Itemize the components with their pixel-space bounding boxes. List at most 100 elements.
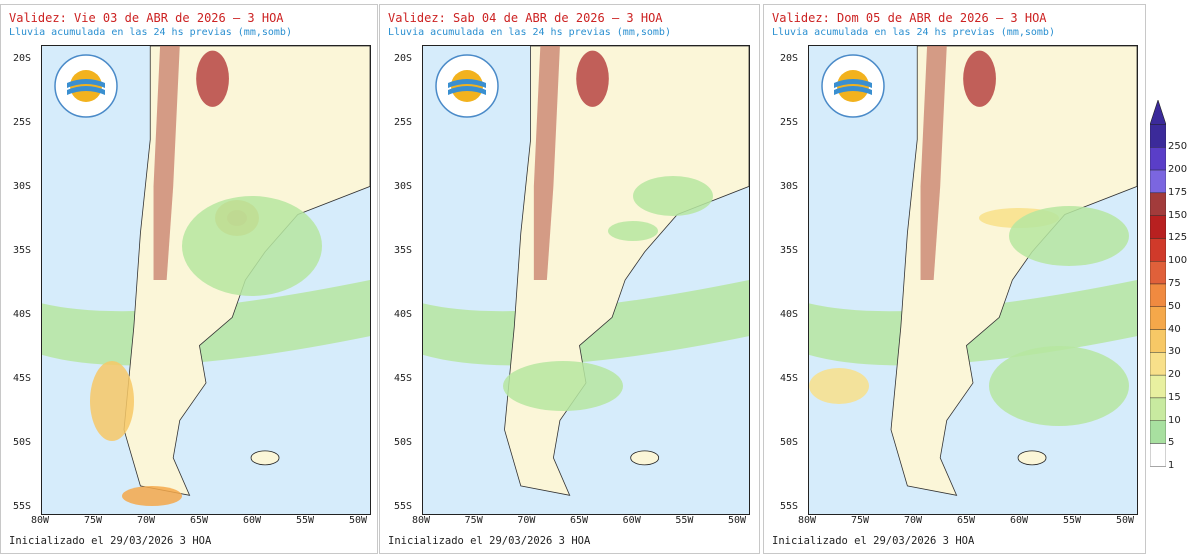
colorbar-swatch <box>1149 215 1167 239</box>
colorbar-swatch <box>1149 261 1167 285</box>
colorbar-label: 75 <box>1168 277 1181 289</box>
latitude-label: 45S <box>13 373 32 384</box>
longitude-label: 70W <box>137 515 156 526</box>
longitude-label: 60W <box>1010 515 1029 526</box>
longitude-label: 75W <box>84 515 103 526</box>
longitude-label: 75W <box>851 515 870 526</box>
latitude-label: 20S <box>780 53 799 64</box>
longitude-label: 65W <box>570 515 589 526</box>
init-time-label: Inicializado el 29/03/2026 3 HOA <box>9 535 212 547</box>
smn-logo <box>434 53 500 123</box>
latitude-label: 25S <box>13 117 32 128</box>
latitude-label: 20S <box>394 53 413 64</box>
panel-subtitle: Lluvia acumulada en las 24 hs previas (m… <box>9 27 292 38</box>
panel-subtitle: Lluvia acumulada en las 24 hs previas (m… <box>772 27 1055 38</box>
colorbar-label: 150 <box>1168 209 1188 221</box>
latitude-label: 20S <box>13 53 32 64</box>
forecast-panel-day2: Validez: Sab 04 de ABR de 2026 – 3 HOA L… <box>379 4 760 554</box>
panel-subtitle: Lluvia acumulada en las 24 hs previas (m… <box>388 27 671 38</box>
precipitation-map <box>422 45 750 515</box>
andes-relief <box>153 46 180 280</box>
latitude-label: 40S <box>13 309 32 320</box>
latitude-label: 35S <box>13 245 32 256</box>
init-time-label: Inicializado el 29/03/2026 3 HOA <box>388 535 591 547</box>
map-canvas <box>42 46 370 514</box>
colorbar-label: 40 <box>1168 323 1181 335</box>
colorbar-label: 175 <box>1168 186 1188 198</box>
colorbar-swatch <box>1149 443 1167 467</box>
precipitation-map <box>41 45 371 515</box>
map-canvas <box>423 46 749 514</box>
longitude-label: 60W <box>243 515 262 526</box>
longitude-label: 65W <box>190 515 209 526</box>
precipitation-colorbar: 250 200 175 150 125 100 75 50 40 30 20 15 10 5 1 <box>1149 99 1190 492</box>
latitude-label: 55S <box>780 501 799 512</box>
colorbar-swatch <box>1149 283 1167 307</box>
colorbar-label: 125 <box>1168 232 1188 244</box>
northwest-relief <box>196 50 229 107</box>
latitude-label: 35S <box>780 245 799 256</box>
colorbar-label: 100 <box>1168 255 1188 267</box>
init-time-label: Inicializado el 29/03/2026 3 HOA <box>772 535 975 547</box>
longitude-label: 50W <box>349 515 368 526</box>
colorbar-scale <box>1149 99 1167 467</box>
colorbar-label: 5 <box>1168 437 1175 449</box>
falkland-islands <box>630 450 660 466</box>
colorbar-label: 10 <box>1168 414 1181 426</box>
latitude-label: 55S <box>13 501 32 512</box>
colorbar-swatch <box>1149 169 1167 194</box>
longitude-label: 70W <box>904 515 923 526</box>
colorbar-swatch <box>1149 374 1167 399</box>
longitude-label: 65W <box>957 515 976 526</box>
colorbar-label: 250 <box>1168 141 1188 153</box>
latitude-label: 25S <box>394 117 413 128</box>
colorbar-label: 20 <box>1168 369 1181 381</box>
colorbar-label: 50 <box>1168 300 1181 312</box>
latitude-label: 30S <box>780 181 799 192</box>
andes-relief <box>920 46 947 280</box>
latitude-label: 30S <box>13 181 32 192</box>
colorbar-swatch <box>1149 238 1167 262</box>
colorbar-swatch <box>1149 352 1167 376</box>
rain-area <box>608 221 658 241</box>
precipitation-map <box>808 45 1138 515</box>
latitude-label: 40S <box>780 309 799 320</box>
colorbar-label: 200 <box>1168 164 1188 176</box>
falkland-islands <box>250 450 280 466</box>
latitude-label: 50S <box>13 437 32 448</box>
longitude-label: 55W <box>296 515 315 526</box>
rain-area <box>809 368 869 404</box>
longitude-label: 70W <box>517 515 536 526</box>
colorbar-label: 30 <box>1168 346 1181 358</box>
rain-area <box>90 361 134 441</box>
longitude-label: 80W <box>31 515 50 526</box>
panel-title: Validez: Sab 04 de ABR de 2026 – 3 HOA <box>388 11 663 25</box>
andes-relief <box>533 46 560 280</box>
longitude-label: 60W <box>622 515 641 526</box>
latitude-label: 50S <box>394 437 413 448</box>
smn-logo <box>53 53 119 123</box>
rain-area <box>122 486 182 506</box>
longitude-label: 75W <box>464 515 483 526</box>
colorbar-swatch <box>1149 329 1167 353</box>
colorbar-swatch <box>1149 192 1167 216</box>
latitude-label: 45S <box>394 373 413 384</box>
panel-title: Validez: Vie 03 de ABR de 2026 – 3 HOA <box>9 11 284 25</box>
rain-area <box>1009 206 1129 266</box>
colorbar-label: 1 <box>1168 460 1175 472</box>
rain-area <box>503 361 623 411</box>
latitude-label: 30S <box>394 181 413 192</box>
map-canvas <box>809 46 1137 514</box>
colorbar-swatch <box>1149 420 1167 444</box>
latitude-label: 50S <box>780 437 799 448</box>
smn-logo <box>820 53 886 123</box>
rain-area <box>989 346 1129 426</box>
panel-title: Validez: Dom 05 de ABR de 2026 – 3 HOA <box>772 11 1047 25</box>
colorbar-swatch <box>1149 397 1167 421</box>
latitude-label: 55S <box>394 501 413 512</box>
northwest-relief <box>963 50 996 107</box>
longitude-label: 50W <box>728 515 747 526</box>
colorbar-swatch <box>1149 147 1167 171</box>
latitude-label: 25S <box>780 117 799 128</box>
latitude-label: 40S <box>394 309 413 320</box>
